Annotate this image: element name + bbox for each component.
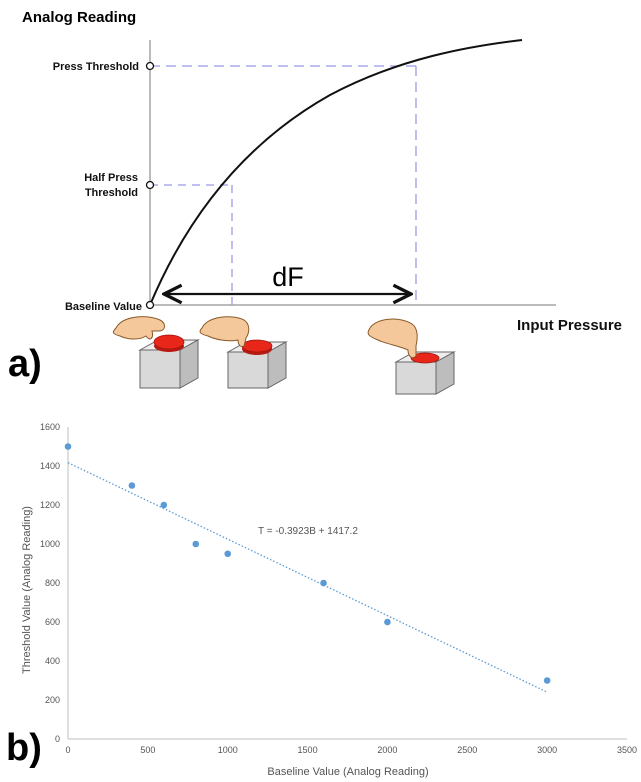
trendline-equation: T = -0.3923B + 1417.2: [258, 526, 358, 537]
y-tick-label: 1400: [40, 461, 60, 471]
x-tick-label: 3500: [617, 745, 637, 755]
y-tick-label: 1000: [40, 539, 60, 549]
x-tick-label: 1000: [218, 745, 238, 755]
y-tick-label: 1200: [40, 500, 60, 510]
panel-a: Analog Reading Press Threshold Half Pres…: [8, 9, 622, 395]
half-press-label-line1: Half Press: [84, 172, 138, 184]
hand-pressing-button-icon: [112, 316, 200, 389]
data-point: [543, 677, 551, 684]
panel-b-y-ticks: 0 200 400 600 800 1000 1200 1400 1600: [40, 422, 60, 744]
y-tick-label: 200: [45, 695, 60, 705]
panel-b-y-axis-title: Threshold Value (Analog Reading): [21, 506, 33, 674]
x-tick-label: 2000: [377, 745, 397, 755]
x-tick-label: 3000: [537, 745, 557, 755]
x-tick-label: 1500: [298, 745, 318, 755]
data-point: [224, 550, 232, 558]
response-curve: [149, 39, 523, 306]
data-point: [160, 501, 168, 509]
panel-b-label: b): [6, 727, 42, 769]
data-point: [192, 540, 200, 548]
panel-b: 0 200 400 600 800 1000 1200 1400 1600 0 500 1000 15…: [6, 422, 637, 778]
baseline-marker: [145, 300, 155, 310]
baseline-value-label: Baseline Value: [65, 301, 142, 313]
y-tick-label: 600: [45, 617, 60, 627]
data-point: [384, 618, 391, 626]
data-point: [320, 579, 327, 587]
hand-pressing-button-icon: [367, 318, 456, 395]
panel-b-axes: [67, 427, 627, 740]
df-label: dF: [272, 262, 304, 292]
y-tick-label: 800: [45, 578, 60, 588]
panel-b-points: [64, 443, 551, 684]
data-point: [128, 482, 136, 489]
panel-b-x-ticks: 0 500 1000 1500 2000 2500 3000 3500: [65, 745, 637, 755]
panel-b-trendline-group: [67, 462, 548, 693]
y-tick-label: 0: [55, 734, 60, 744]
half-press-marker: [145, 180, 155, 190]
panel-b-x-axis-title: Baseline Value (Analog Reading): [267, 766, 428, 778]
trendline: [67, 462, 548, 693]
panel-a-y-axis-title: Analog Reading: [22, 9, 136, 26]
x-tick-label: 2500: [457, 745, 477, 755]
hand-pressing-button-icon: [199, 316, 288, 389]
y-tick-label: 400: [45, 656, 60, 666]
panel-a-x-axis-title: Input Pressure: [517, 317, 622, 334]
panel-a-label: a): [8, 343, 42, 385]
data-point: [64, 443, 72, 450]
x-tick-label: 500: [140, 745, 155, 755]
press-threshold-marker: [145, 61, 155, 71]
half-press-label-line2: Threshold: [85, 187, 138, 199]
x-tick-label: 0: [65, 745, 70, 755]
y-tick-label: 1600: [40, 422, 60, 432]
press-threshold-label: Press Threshold: [53, 61, 139, 73]
